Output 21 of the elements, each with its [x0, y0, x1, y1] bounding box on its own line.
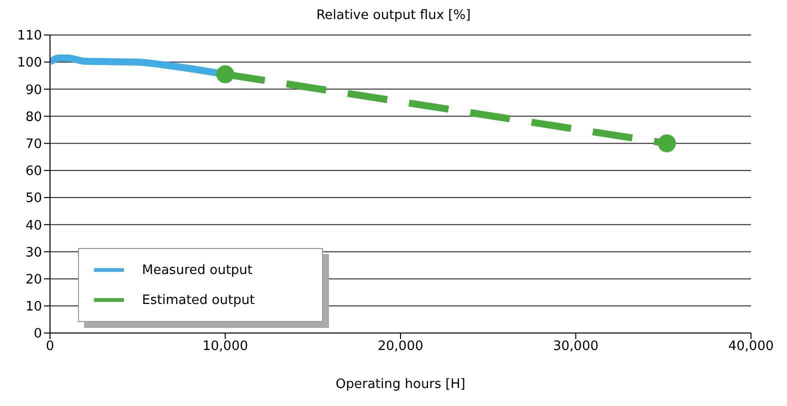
chart-title: Relative output flux [%]: [315, 8, 472, 23]
x-tick-label: 40,000: [728, 339, 774, 354]
y-tick-label: 70: [25, 136, 42, 152]
y-tick-label: 10: [25, 300, 42, 315]
x-axis-title: Operating hours [H]: [336, 377, 466, 392]
x-tick-label: 0: [46, 339, 54, 354]
legend-label: Estimated output: [142, 292, 255, 308]
y-tick-label: 30: [25, 245, 42, 260]
y-tick-label: 40: [25, 218, 42, 234]
y-tick-label: 90: [25, 82, 42, 98]
y-tick-label: 110: [17, 28, 42, 44]
y-tick-label: 20: [25, 272, 42, 288]
y-tick-label: 100: [17, 56, 42, 71]
x-tick-label: 20,000: [378, 339, 424, 354]
legend-label: Measured output: [142, 262, 253, 278]
y-tick-label: 80: [25, 110, 42, 125]
y-tick-label: 60: [25, 164, 42, 180]
x-tick-label: 30,000: [553, 339, 598, 354]
y-tick-label: 50: [25, 191, 42, 206]
x-tick-label: 10,000: [202, 339, 248, 354]
y-tick-label: 0: [34, 326, 42, 342]
